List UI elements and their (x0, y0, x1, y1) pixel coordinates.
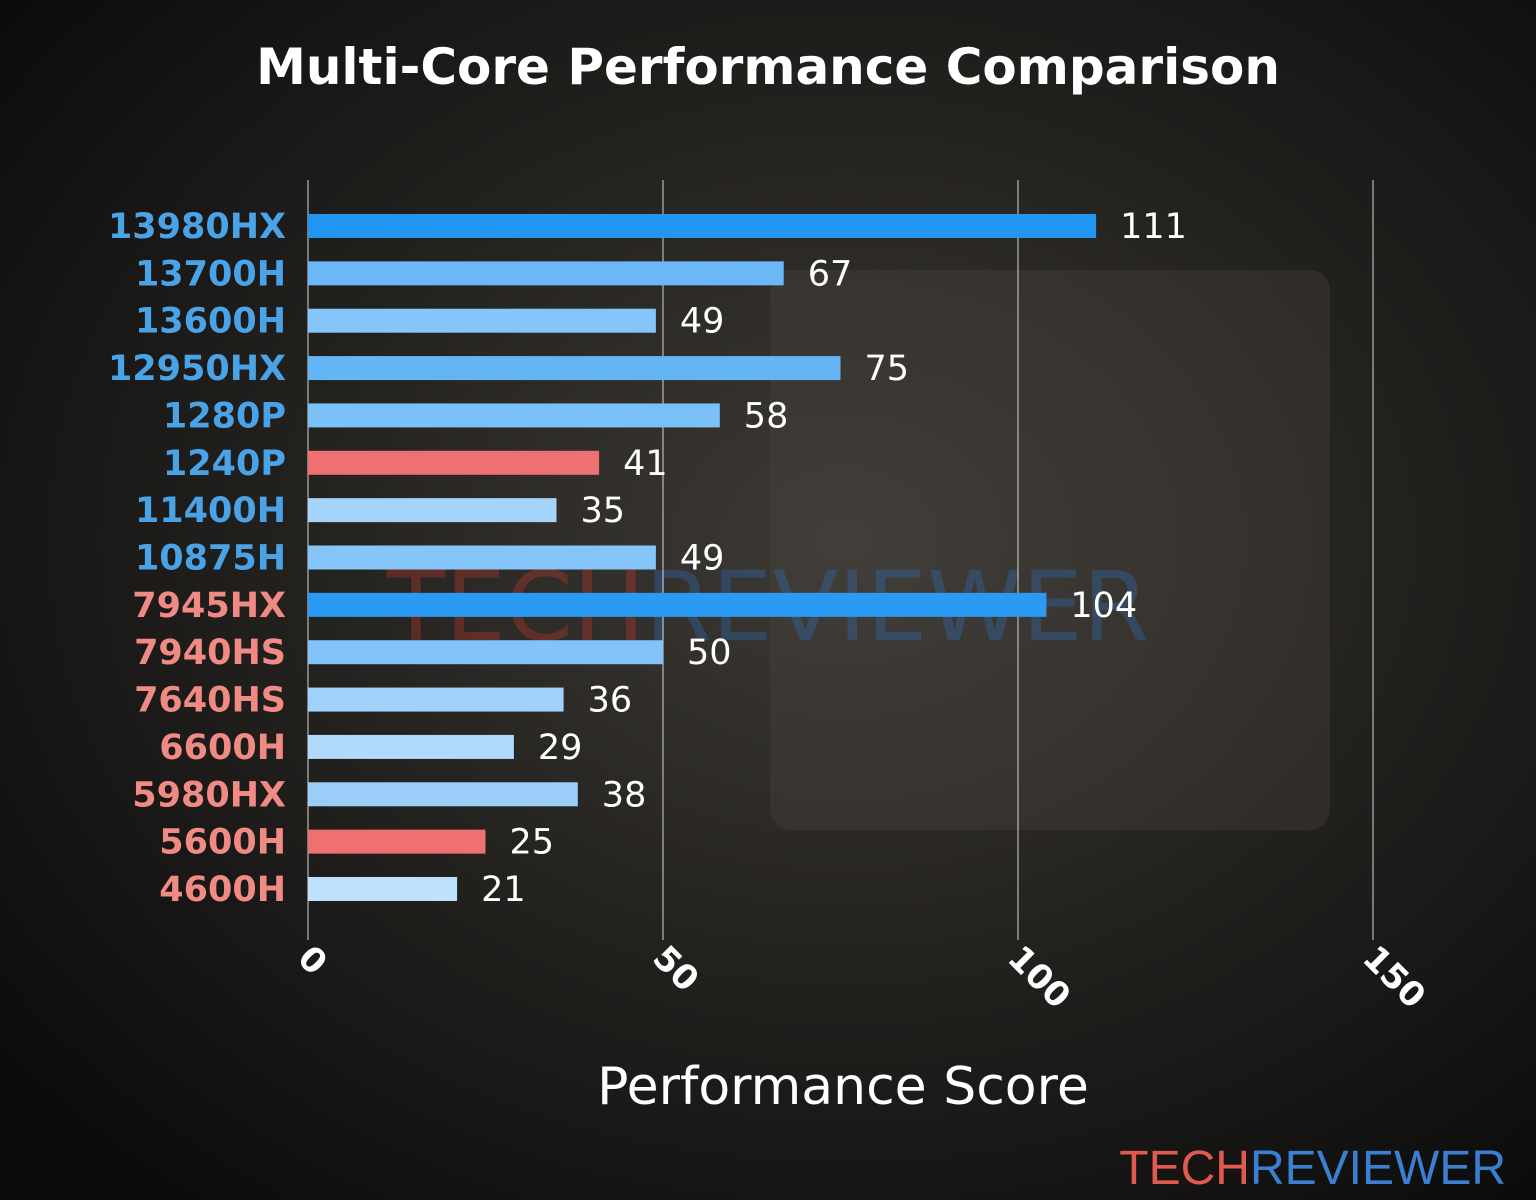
bar (308, 687, 564, 712)
bar (308, 782, 578, 807)
y-tick-label: 13700H (135, 254, 286, 294)
y-tick-label: 7640HS (134, 681, 286, 721)
value-label: 49 (680, 302, 725, 342)
bar (308, 640, 663, 665)
logo: TECHREVIEWER (1119, 1142, 1506, 1195)
bar (308, 403, 720, 428)
value-label: 50 (687, 633, 732, 673)
value-label: 25 (510, 823, 555, 863)
y-tick-label: 5600H (159, 823, 286, 863)
x-axis-label: Performance Score (597, 1057, 1089, 1117)
value-label: 111 (1120, 207, 1187, 247)
y-tick-label: 7940HS (134, 633, 286, 673)
y-tick-label: 1280P (163, 396, 286, 436)
y-tick-label: 4600H (159, 870, 286, 910)
y-tick-label: 11400H (135, 491, 286, 531)
bar (308, 214, 1097, 238)
logo-part: REVIEWER (1250, 1142, 1506, 1195)
value-label: 104 (1070, 586, 1137, 626)
y-tick-label: 7945HX (132, 586, 286, 626)
bar (308, 592, 1047, 617)
y-tick-label: 10875H (135, 539, 286, 579)
bar (308, 356, 841, 381)
y-tick-label: 5980HX (132, 775, 286, 815)
cpu-shape (770, 270, 1330, 830)
value-label: 75 (865, 349, 910, 389)
value-label: 29 (538, 728, 583, 768)
y-tick-label: 13600H (135, 302, 286, 342)
value-label: 35 (581, 491, 626, 531)
y-tick-label: 13980HX (108, 207, 286, 247)
value-label: 21 (481, 870, 526, 910)
bar (308, 829, 486, 854)
y-tick-label: 12950HX (108, 349, 286, 389)
y-tick-label: 6600H (159, 728, 286, 768)
bar (308, 877, 458, 901)
value-label: 67 (808, 254, 853, 294)
y-tick-label: 1240P (163, 444, 286, 484)
logo-part: TECH (1119, 1142, 1250, 1195)
bar (308, 498, 557, 523)
value-label: 49 (680, 539, 725, 579)
value-label: 58 (744, 396, 789, 436)
bar (308, 261, 784, 286)
bar (308, 308, 656, 333)
bar (308, 734, 514, 759)
value-label: 36 (588, 681, 633, 721)
bar (308, 450, 600, 475)
bar (308, 545, 656, 570)
value-label: 41 (623, 444, 668, 484)
value-label: 38 (602, 775, 647, 815)
chart-title: Multi-Core Performance Comparison (256, 38, 1280, 96)
